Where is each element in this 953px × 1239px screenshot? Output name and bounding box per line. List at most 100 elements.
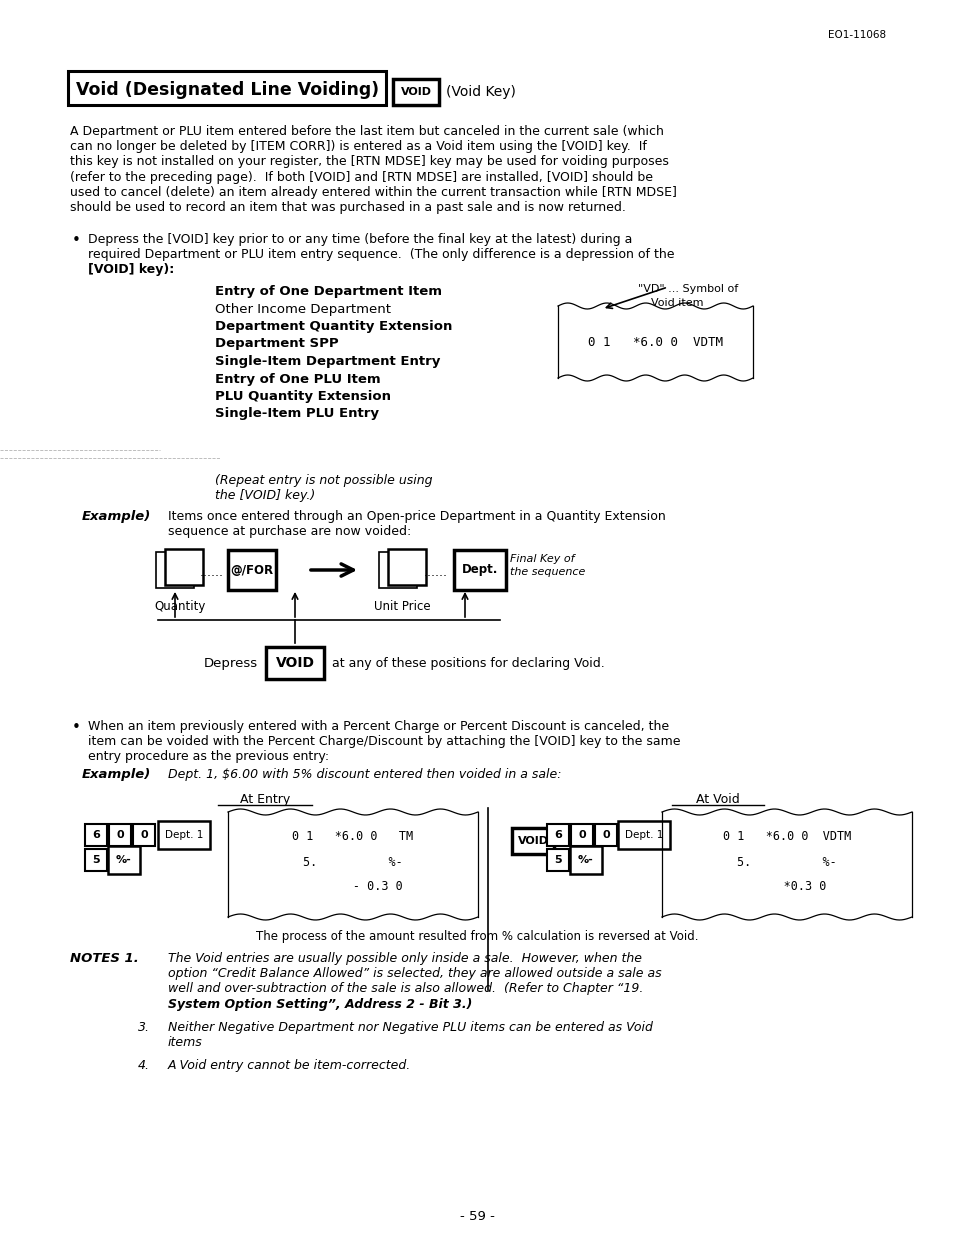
Text: 0 1   *6.0 0  VDTM: 0 1 *6.0 0 VDTM	[587, 336, 722, 348]
Text: PLU Quantity Extension: PLU Quantity Extension	[214, 390, 391, 403]
Text: 0: 0	[140, 830, 148, 840]
Text: entry procedure as the previous entry:: entry procedure as the previous entry:	[88, 751, 329, 763]
Text: well and over-subtraction of the sale is also allowed.  (Refer to Chapter “19.: well and over-subtraction of the sale is…	[168, 983, 642, 995]
Text: VOID: VOID	[400, 87, 431, 97]
Text: Neither Negative Department nor Negative PLU items can be entered as Void: Neither Negative Department nor Negative…	[168, 1021, 652, 1033]
Text: System Option Setting”, Address 2 - Bit 3.): System Option Setting”, Address 2 - Bit …	[168, 997, 472, 1011]
Text: Other Income Department: Other Income Department	[214, 302, 391, 316]
Text: Void item: Void item	[650, 299, 702, 309]
FancyBboxPatch shape	[546, 849, 568, 871]
FancyBboxPatch shape	[109, 824, 131, 846]
Text: this key is not installed on your register, the [RTN MDSE] key may be used for v: this key is not installed on your regist…	[70, 155, 668, 169]
Text: [VOID] key):: [VOID] key):	[88, 264, 174, 276]
Text: items: items	[168, 1036, 203, 1049]
Text: 0: 0	[578, 830, 585, 840]
Text: Unit Price: Unit Price	[374, 600, 430, 613]
Text: Dept. 1: Dept. 1	[624, 830, 662, 840]
Text: item can be voided with the Percent Charge/Discount by attaching the [VOID] key : item can be voided with the Percent Char…	[88, 735, 679, 748]
Text: can no longer be deleted by [ITEM CORR]) is entered as a Void item using the [VO: can no longer be deleted by [ITEM CORR])…	[70, 140, 646, 154]
Text: Depress the [VOID] key prior to or any time (before the final key at the latest): Depress the [VOID] key prior to or any t…	[88, 233, 632, 247]
FancyBboxPatch shape	[454, 550, 505, 590]
Text: 0 1   *6.0 0   TM: 0 1 *6.0 0 TM	[293, 830, 414, 844]
FancyBboxPatch shape	[156, 553, 193, 589]
FancyBboxPatch shape	[165, 549, 203, 585]
Text: A Void entry cannot be item-corrected.: A Void entry cannot be item-corrected.	[168, 1059, 411, 1072]
Text: Dept. 1, $6.00 with 5% discount entered then voided in a sale:: Dept. 1, $6.00 with 5% discount entered …	[168, 768, 561, 781]
Text: When an item previously entered with a Percent Charge or Percent Discount is can: When an item previously entered with a P…	[88, 720, 668, 733]
Text: the [VOID] key.): the [VOID] key.)	[214, 489, 314, 502]
Text: At Void: At Void	[696, 793, 740, 807]
FancyBboxPatch shape	[158, 821, 210, 849]
Text: the sequence: the sequence	[510, 567, 585, 577]
Text: %-: %-	[578, 855, 594, 865]
Text: Example): Example)	[82, 510, 152, 523]
Text: 5.          %-: 5. %-	[303, 855, 402, 869]
FancyBboxPatch shape	[569, 846, 601, 873]
Text: 5.          %-: 5. %-	[737, 855, 836, 869]
Text: 0 1   *6.0 0  VDTM: 0 1 *6.0 0 VDTM	[722, 830, 850, 844]
FancyBboxPatch shape	[132, 824, 154, 846]
Text: At Entry: At Entry	[239, 793, 290, 807]
Text: A Department or PLU item entered before the last item but canceled in the curren: A Department or PLU item entered before …	[70, 125, 663, 138]
Text: The Void entries are usually possible only inside a sale.  However, when the: The Void entries are usually possible on…	[168, 952, 641, 965]
Text: ......: ......	[200, 565, 224, 579]
Text: Final Key of: Final Key of	[510, 554, 574, 564]
Text: 5: 5	[92, 855, 100, 865]
FancyBboxPatch shape	[394, 81, 437, 104]
Text: @/FOR: @/FOR	[231, 564, 274, 576]
Text: EO1-11068: EO1-11068	[827, 30, 885, 40]
Text: Items once entered through an Open-price Department in a Quantity Extension: Items once entered through an Open-price…	[168, 510, 665, 523]
FancyBboxPatch shape	[393, 79, 438, 105]
Text: "VD" ... Symbol of: "VD" ... Symbol of	[638, 284, 738, 294]
Text: Void (Designated Line Voiding): Void (Designated Line Voiding)	[76, 81, 378, 99]
FancyBboxPatch shape	[618, 821, 669, 849]
Text: 0: 0	[116, 830, 124, 840]
Text: (Repeat entry is not possible using: (Repeat entry is not possible using	[214, 475, 432, 487]
Text: ......: ......	[423, 565, 448, 579]
Text: Single-Item Department Entry: Single-Item Department Entry	[214, 356, 440, 368]
Text: Depress: Depress	[204, 657, 257, 669]
Text: (Void Key): (Void Key)	[446, 85, 516, 99]
Text: Example): Example)	[82, 768, 152, 781]
Text: Single-Item PLU Entry: Single-Item PLU Entry	[214, 408, 378, 420]
Text: option “Credit Balance Allowed” is selected, they are allowed outside a sale as: option “Credit Balance Allowed” is selec…	[168, 968, 661, 980]
Text: sequence at purchase are now voided:: sequence at purchase are now voided:	[168, 525, 411, 538]
Text: Department SPP: Department SPP	[214, 337, 338, 351]
Text: •: •	[71, 720, 81, 735]
FancyBboxPatch shape	[85, 849, 107, 871]
FancyBboxPatch shape	[108, 846, 140, 873]
FancyBboxPatch shape	[85, 824, 107, 846]
Text: •: •	[71, 233, 81, 248]
Text: 0: 0	[601, 830, 609, 840]
FancyBboxPatch shape	[546, 824, 568, 846]
Text: 6: 6	[92, 830, 100, 840]
Text: 5: 5	[554, 855, 561, 865]
Text: VOID: VOID	[275, 655, 314, 670]
Text: required Department or PLU item entry sequence.  (The only difference is a depre: required Department or PLU item entry se…	[88, 248, 674, 261]
FancyBboxPatch shape	[266, 647, 324, 679]
Text: 6: 6	[554, 830, 561, 840]
Text: Entry of One PLU Item: Entry of One PLU Item	[214, 373, 380, 385]
Text: %-: %-	[116, 855, 132, 865]
Text: The process of the amount resulted from % calculation is reversed at Void.: The process of the amount resulted from …	[255, 930, 698, 943]
Text: NOTES 1.: NOTES 1.	[70, 952, 138, 965]
FancyBboxPatch shape	[267, 648, 323, 678]
Text: - 0.3 0: - 0.3 0	[303, 881, 402, 893]
Text: VOID: VOID	[517, 836, 548, 846]
FancyBboxPatch shape	[571, 824, 593, 846]
Text: - 59 -: - 59 -	[459, 1211, 494, 1223]
Text: *0.3 0: *0.3 0	[747, 881, 825, 893]
Text: Dept. 1: Dept. 1	[165, 830, 203, 840]
FancyBboxPatch shape	[512, 828, 554, 854]
Text: 3.: 3.	[138, 1021, 150, 1033]
Text: should be used to record an item that was purchased in a past sale and is now re: should be used to record an item that wa…	[70, 201, 625, 214]
FancyBboxPatch shape	[228, 550, 275, 590]
FancyBboxPatch shape	[513, 829, 553, 852]
Text: Entry of One Department Item: Entry of One Department Item	[214, 285, 441, 299]
FancyBboxPatch shape	[595, 824, 617, 846]
Text: 4.: 4.	[138, 1059, 150, 1072]
FancyBboxPatch shape	[68, 71, 386, 105]
FancyBboxPatch shape	[378, 553, 416, 589]
FancyBboxPatch shape	[388, 549, 426, 585]
Text: used to cancel (delete) an item already entered within the current transaction w: used to cancel (delete) an item already …	[70, 186, 677, 198]
